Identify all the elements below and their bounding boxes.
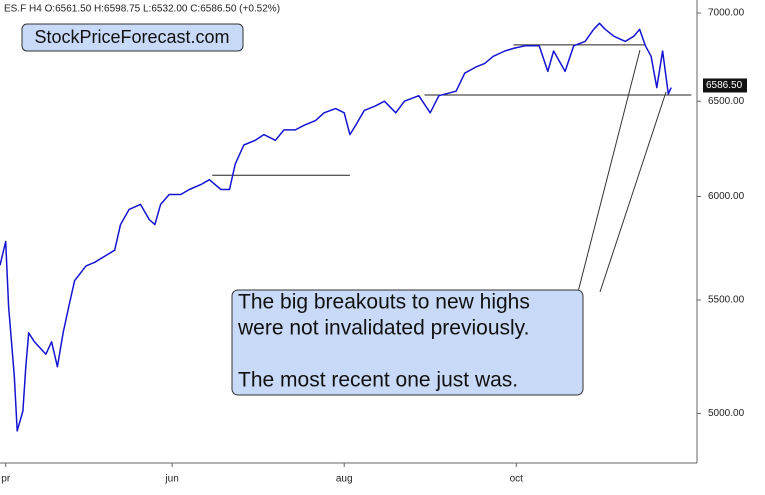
y-tick-label: 5000.00 xyxy=(708,408,745,419)
x-tick-label: aug xyxy=(336,474,353,485)
y-tick-label: 5500.00 xyxy=(708,295,745,306)
price-line xyxy=(0,22,672,432)
callout-pointer xyxy=(577,49,641,293)
y-tick-label: 7000.00 xyxy=(708,8,745,19)
logo: StockPriceForecast.com xyxy=(34,27,229,47)
logo-box xyxy=(21,23,244,52)
last-price-label: 6586.50 xyxy=(706,80,743,91)
annotation: were not invalidated previously. xyxy=(237,317,529,340)
chart-subtitle: ES.F H4 O:6561.50 H:6598.75 L:6532.00 C:… xyxy=(4,4,280,15)
plot xyxy=(0,22,692,432)
x-tick-label: oct xyxy=(510,474,524,485)
callout-pointer xyxy=(599,91,667,293)
y-tick-label: 6500.00 xyxy=(708,96,745,107)
x-tick-label: pr xyxy=(1,474,11,485)
y-tick-label: 6000.00 xyxy=(708,191,745,202)
callout-box xyxy=(231,289,584,396)
annotation: The big breakouts to new highs xyxy=(238,291,530,314)
annotation: The most recent one just was. xyxy=(238,369,518,392)
last-price-box xyxy=(703,78,747,93)
x-tick-label: jun xyxy=(164,474,178,485)
